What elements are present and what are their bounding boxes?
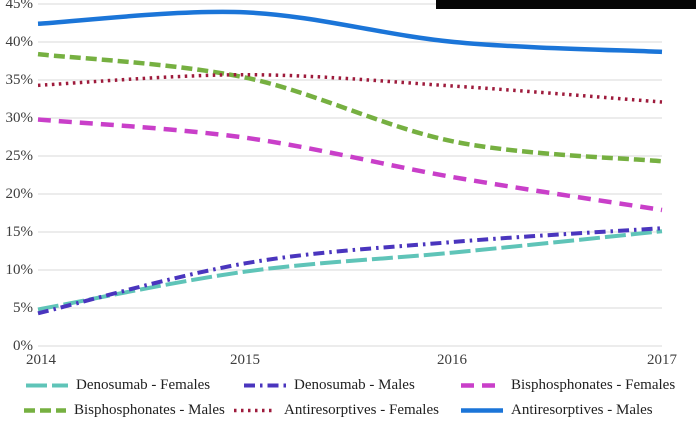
series-line (37, 117, 663, 213)
y-tick-label: 30% (5, 110, 34, 126)
x-tick-label: 2017 (647, 352, 677, 368)
legend-label: Antiresorptives - Females (284, 401, 439, 418)
x-tick-label: 2014 (26, 352, 56, 368)
x-tick-label: 2015 (230, 352, 260, 368)
legend-item-denosumab-females: Denosumab - Females (25, 376, 210, 394)
gridlines (38, 3, 662, 347)
series-line (37, 72, 663, 104)
y-tick-label: 5% (13, 300, 33, 316)
legend-label: Denosumab - Females (76, 376, 211, 393)
legend-item-antiresorptives-females: Antiresorptives - Females (233, 401, 439, 419)
legend-item-denosumab-males: Denosumab - Males (243, 376, 415, 394)
legend-swatch-dot-icon (234, 408, 276, 412)
y-tick-label: 15% (5, 224, 34, 240)
legend-swatch-long-dash-icon (26, 383, 68, 387)
y-tick-label: 45% (5, 0, 34, 12)
cropped-black-bar (436, 0, 696, 9)
legend-label: Bisphosphonates - Females (511, 376, 676, 393)
legend-swatch-dash-icon (461, 382, 503, 388)
x-tick-label: 2016 (437, 352, 467, 368)
legend-swatch-dash-icon (24, 407, 66, 413)
series-line (37, 229, 663, 312)
y-tick-label: 20% (5, 186, 34, 202)
legend-label: Bisphosphonates - Males (74, 401, 225, 418)
y-tick-label: 0% (13, 338, 33, 354)
series-lines (37, 9, 663, 316)
y-tick-label: 40% (5, 34, 34, 50)
legend-item-bisphosphonates-males: Bisphosphonates - Males (23, 401, 225, 419)
legend-label: Denosumab - Males (294, 376, 415, 393)
legend-swatch-solid-icon (461, 407, 503, 413)
legend-item-antiresorptives-males: Antiresorptives - Males (460, 401, 653, 419)
legend-swatch-dash-dot-icon (244, 383, 286, 387)
legend-label: Antiresorptives - Males (511, 401, 653, 418)
series-line (37, 9, 663, 55)
y-tick-label: 10% (5, 262, 34, 278)
legend-item-bisphosphonates-females: Bisphosphonates - Females (460, 376, 675, 394)
y-tick-label: 25% (5, 148, 34, 164)
series-line (37, 226, 663, 316)
y-tick-label: 35% (5, 72, 34, 88)
line-chart-plot-area (37, 3, 663, 347)
series-line (37, 51, 663, 164)
